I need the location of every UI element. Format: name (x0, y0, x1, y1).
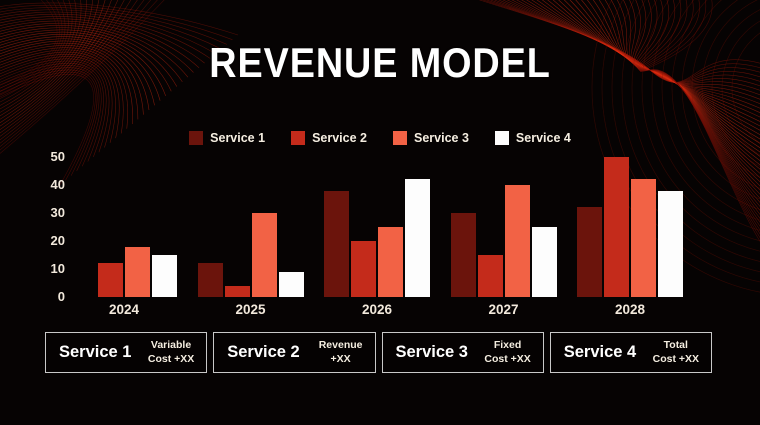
service-box-note: Total Cost +XX (652, 338, 699, 365)
bar-service-1-2028 (577, 207, 602, 297)
x-axis-label-2028: 2028 (614, 302, 646, 317)
bar-chart-plot: 2024 2025 2026 2027 2028 (71, 157, 683, 317)
bar-service-4-2025 (278, 271, 304, 297)
service-box-3: Service 3 Fixed Cost +XX (381, 332, 544, 373)
bar-service-2-2027 (477, 255, 503, 297)
service-box-note: Variable Cost +XX (147, 338, 195, 365)
bar-group-2028: 2028 (577, 157, 683, 317)
y-axis-tick-label: 30 (50, 205, 65, 220)
x-axis-label-2024: 2024 (108, 302, 140, 317)
y-axis-tick-label: 40 (50, 177, 65, 192)
bar-group-2026: 2026 (324, 157, 430, 317)
service-box-title: Service 2 (227, 343, 300, 361)
y-axis-tick-label: 10 (50, 261, 65, 276)
bar-group-2024: 2024 (71, 157, 177, 317)
service-box-title: Service 4 (563, 343, 637, 361)
legend-swatch-icon (291, 131, 306, 145)
x-axis-label-2025: 2025 (235, 302, 266, 317)
bar-service-3-2027 (504, 185, 530, 297)
bar-service-3-2025 (251, 213, 277, 297)
legend-item-service-4: Service 4 (494, 131, 571, 145)
legend-label: Service 3 (414, 131, 469, 145)
bar-service-2-2028 (604, 157, 629, 297)
service-box-1: Service 1 Variable Cost +XX (45, 332, 208, 373)
x-axis-label-2027: 2027 (488, 302, 519, 317)
bar-service-4-2026 (405, 179, 430, 297)
bar-service-3-2026 (378, 227, 403, 297)
y-axis-tick-label: 20 (50, 233, 65, 248)
service-box-note: Revenue +XX (318, 338, 363, 365)
bar-service-3-2028 (631, 179, 656, 297)
bar-service-4-2028 (658, 190, 683, 297)
y-axis: 0 10 20 30 40 50 (30, 149, 65, 304)
bar-group-2027: 2027 (450, 157, 557, 317)
service-box-2: Service 2 Revenue +XX (213, 332, 376, 373)
bar-service-3-2024 (125, 246, 150, 297)
bar-group-2025: 2025 (197, 157, 304, 317)
legend-item-service-3: Service 3 (393, 131, 469, 145)
bar-service-1-2026 (324, 190, 349, 297)
legend-item-service-1: Service 1 (189, 131, 265, 145)
bar-service-2-2026 (351, 241, 376, 297)
legend-swatch-icon (189, 131, 204, 145)
slide-title: REVENUE MODEL (209, 39, 551, 86)
bar-service-4-2024 (152, 255, 177, 297)
bar-service-2-2025 (224, 285, 250, 297)
bar-service-2-2024 (98, 263, 123, 297)
legend-label: Service 1 (210, 131, 266, 145)
bar-service-1-2025 (197, 263, 223, 297)
x-axis-label-2026: 2026 (361, 302, 393, 317)
bar-service-4-2027 (531, 227, 557, 297)
service-box-title: Service 1 (59, 343, 132, 361)
bar-service-1-2027 (450, 213, 476, 297)
y-axis-tick-label: 0 (57, 289, 65, 304)
legend-label: Service 2 (312, 131, 367, 145)
legend-swatch-icon (494, 131, 509, 145)
service-legend-row: Service 1 Variable Cost +XX Service 2 Revenu… (45, 332, 712, 373)
legend-label: Service 4 (515, 131, 571, 145)
legend-swatch-icon (393, 131, 407, 145)
chart-legend: Service 1 Service 2 Service 3 Service 4 (0, 131, 760, 145)
y-axis-tick-label: 50 (50, 149, 65, 164)
service-box-title: Service 3 (395, 343, 468, 361)
legend-item-service-2: Service 2 (291, 131, 367, 145)
service-box-4: Service 4 Total Cost +XX (549, 332, 712, 373)
service-box-note: Fixed Cost +XX (484, 338, 531, 365)
